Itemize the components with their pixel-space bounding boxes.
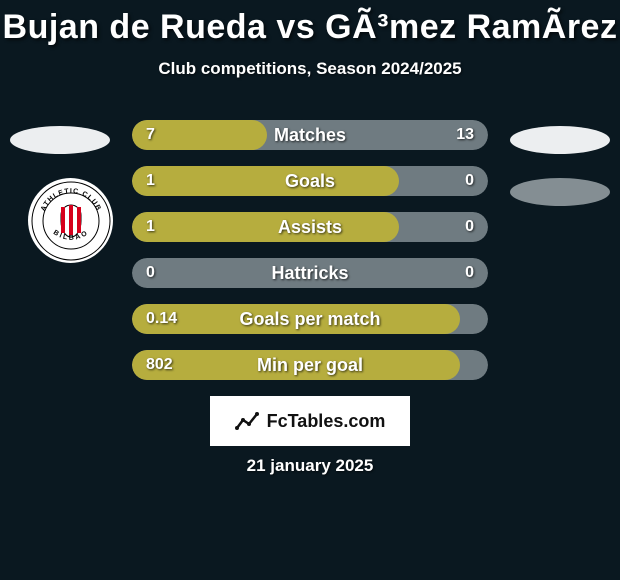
player-right-placeholder-1 (510, 126, 610, 154)
comparison-infographic: Bujan de Rueda vs GÃ³mez RamÃ­rez Club c… (0, 0, 620, 580)
stat-bar-fill (132, 120, 267, 150)
footer-date: 21 january 2025 (0, 456, 620, 476)
fctables-logo-icon (235, 410, 261, 432)
player-right-placeholder-2 (510, 178, 610, 206)
club-badge-athletic-bilbao: ATHLETIC CLUB BILBAO (28, 178, 113, 263)
stat-row: 802Min per goal (132, 350, 488, 380)
stat-row: 0.14Goals per match (132, 304, 488, 334)
page-title: Bujan de Rueda vs GÃ³mez RamÃ­rez (0, 0, 620, 47)
stat-bar-fill (132, 212, 399, 242)
stat-row: 10Goals (132, 166, 488, 196)
stat-bar-fill (132, 350, 460, 380)
brand-footer: FcTables.com (210, 396, 410, 446)
stat-bars: 713Matches 10Goals 10Assists 00Hattricks 0.1… (132, 120, 488, 396)
stat-row: 00Hattricks (132, 258, 488, 288)
player-left-placeholder (10, 126, 110, 154)
stat-bar-fill (132, 304, 460, 334)
brand-name: FcTables.com (267, 411, 386, 432)
stat-bar-bg (132, 258, 488, 288)
stat-row: 10Assists (132, 212, 488, 242)
stat-row: 713Matches (132, 120, 488, 150)
stat-bar-fill (132, 166, 399, 196)
athletic-bilbao-crest-icon: ATHLETIC CLUB BILBAO (31, 181, 111, 261)
page-subtitle: Club competitions, Season 2024/2025 (0, 59, 620, 79)
